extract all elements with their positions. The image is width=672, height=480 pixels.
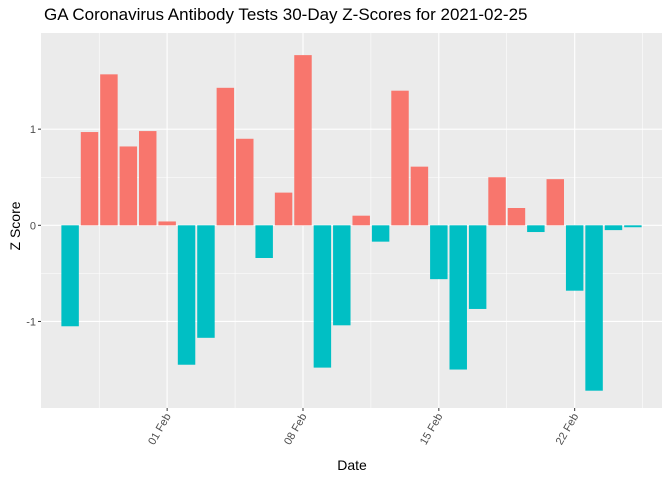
bar <box>507 208 526 226</box>
bar <box>430 225 448 280</box>
bar <box>604 225 623 231</box>
bar <box>197 225 215 338</box>
x-tick-label: 08 Feb <box>282 412 310 448</box>
bar <box>158 221 176 226</box>
bar <box>216 87 235 226</box>
bar <box>100 74 118 226</box>
bar <box>119 146 138 226</box>
bar <box>255 225 273 258</box>
chart-title: GA Coronavirus Antibody Tests 30-Day Z-S… <box>44 5 528 24</box>
bar <box>139 131 157 226</box>
bar <box>391 90 409 226</box>
x-tick-label: 22 Feb <box>554 412 582 448</box>
bar <box>565 225 584 291</box>
bar <box>585 225 603 391</box>
gridlines <box>41 33 662 408</box>
y-axis: -1 0 1 <box>26 124 41 328</box>
bar <box>313 225 332 368</box>
bar <box>546 179 564 226</box>
bar <box>527 225 545 233</box>
bar <box>410 166 429 226</box>
bars <box>61 55 642 391</box>
bar <box>61 225 79 327</box>
bar <box>294 55 312 226</box>
bar <box>352 215 370 226</box>
bar <box>333 225 351 326</box>
x-tick-label: 01 Feb <box>146 412 174 448</box>
y-tick-label: -1 <box>26 316 36 328</box>
bar <box>274 192 293 226</box>
x-axis: 01 Feb 08 Feb 15 Feb 22 Feb <box>146 408 581 447</box>
bar <box>177 225 196 365</box>
y-axis-title: Z Score <box>7 201 23 250</box>
y-tick-label: 0 <box>30 220 36 232</box>
bar <box>624 225 642 228</box>
bar <box>488 177 506 226</box>
bar <box>236 138 254 226</box>
bar <box>80 132 99 226</box>
bar <box>449 225 467 370</box>
x-axis-title: Date <box>337 457 367 473</box>
y-tick-label: 1 <box>30 124 36 136</box>
bar <box>371 225 390 242</box>
bar <box>468 225 487 309</box>
x-tick-label: 15 Feb <box>418 412 446 448</box>
